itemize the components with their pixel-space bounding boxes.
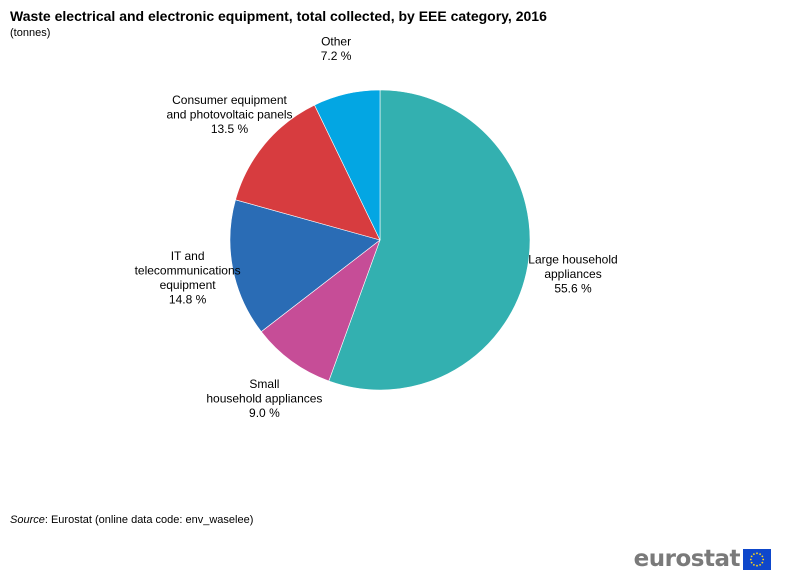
eurostat-logo: eurostat — [634, 546, 771, 572]
chart-subtitle: (tonnes) — [10, 27, 51, 39]
slice-value-label: 13.5 % — [211, 122, 249, 136]
slice-category-label: and photovoltaic panels — [166, 108, 292, 122]
slice-label: Small household appliances 9.0 % — [206, 377, 322, 420]
slice-category-label: Other — [321, 35, 351, 49]
source-note: Source: Eurostat (online data code: env_… — [10, 514, 253, 526]
source-label: Source — [10, 514, 45, 526]
slice-label: IT and telecommunications equipment 14.8 % — [135, 249, 241, 307]
slice-category-label: Small — [249, 377, 279, 391]
slice-value-label: 55.6 % — [554, 282, 592, 296]
slice-category-label: Consumer equipment — [172, 93, 287, 107]
logo-text: eurostat — [633, 546, 741, 572]
slice-category-label: telecommunications — [135, 263, 241, 277]
slice-category-label: equipment — [160, 278, 217, 292]
slice-value-label: 14.8 % — [169, 292, 207, 306]
pie-slice — [260, 239, 381, 382]
slice-category-label: IT and — [171, 249, 205, 263]
pie-slice — [235, 104, 381, 241]
slice-category-label: Large household — [528, 253, 617, 267]
eu-flag-icon — [743, 548, 771, 570]
slice-value-label: 7.2 % — [321, 49, 352, 63]
slice-category-label: appliances — [544, 267, 601, 281]
pie-chart: Large household appliances 55.6 % Small hous… — [135, 35, 618, 420]
slice-label: Large household appliances 55.6 % — [528, 253, 617, 296]
chart-title: Waste electrical and electronic equipmen… — [10, 8, 547, 24]
slice-label: Other 7.2 % — [321, 35, 352, 64]
source-text: : Eurostat (online data code: env_wasele… — [44, 514, 254, 526]
slice-label: Consumer equipment and photovoltaic panel… — [166, 93, 292, 136]
slice-category-label: household appliances — [206, 391, 322, 405]
slice-value-label: 9.0 % — [249, 406, 280, 420]
pie-slice — [328, 89, 531, 391]
pie-slice — [314, 89, 381, 241]
pie-slice — [229, 199, 381, 333]
